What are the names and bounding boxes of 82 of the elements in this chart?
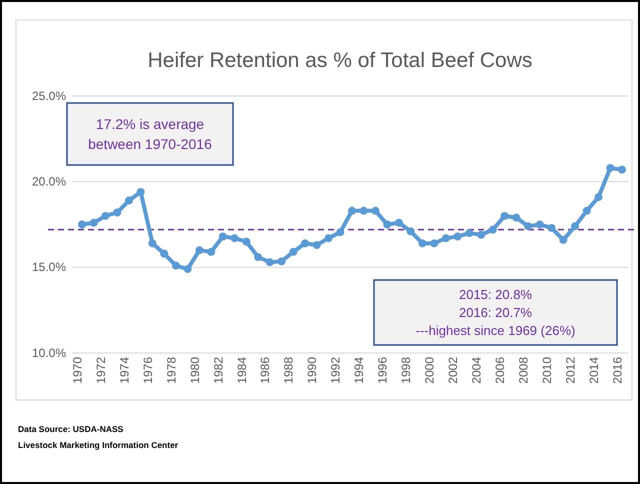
chart-title: Heifer Retention as % of Total Beef Cows bbox=[148, 49, 532, 72]
x-tick-label: 1984 bbox=[234, 356, 249, 384]
x-tick-label: 1994 bbox=[352, 356, 366, 384]
point bbox=[266, 258, 274, 266]
point bbox=[418, 239, 426, 248]
x-tick-label: 2000 bbox=[422, 356, 437, 384]
point bbox=[465, 229, 474, 238]
x-tick-label: 1974 bbox=[117, 356, 132, 384]
x-tick-label: 1988 bbox=[282, 356, 296, 384]
point bbox=[559, 236, 568, 244]
point bbox=[571, 222, 580, 230]
point bbox=[113, 208, 122, 216]
x-tick-label: 1980 bbox=[188, 356, 202, 384]
point bbox=[230, 234, 239, 242]
point bbox=[78, 220, 86, 228]
point bbox=[278, 257, 286, 266]
x-tick-label: 2012 bbox=[563, 356, 578, 384]
annotation: 2015: 20.8% 2016: 20.7% ---highest since 1969 (26%) bbox=[416, 287, 576, 338]
point bbox=[336, 228, 344, 236]
point bbox=[160, 250, 168, 258]
point bbox=[524, 222, 532, 230]
point bbox=[148, 239, 156, 248]
x-tick-label: 1978 bbox=[164, 356, 178, 384]
x-tick-label: 1998 bbox=[399, 356, 414, 384]
x-tick-label: 2002 bbox=[446, 356, 460, 384]
x-tick-label: 2014 bbox=[586, 356, 601, 384]
point bbox=[406, 227, 415, 236]
point bbox=[312, 241, 321, 250]
x-tick-label: 1970 bbox=[70, 356, 84, 384]
x-tick-label: 2010 bbox=[540, 356, 554, 384]
x-tick-label: 2008 bbox=[516, 356, 530, 384]
point bbox=[289, 248, 298, 256]
point bbox=[360, 206, 368, 215]
point bbox=[606, 164, 614, 172]
point bbox=[301, 239, 310, 248]
point bbox=[477, 230, 486, 239]
y-tick-label: 15.0% bbox=[32, 260, 66, 274]
x-tick-label: 1992 bbox=[328, 356, 343, 384]
point bbox=[207, 248, 216, 256]
x-tick-label: 2006 bbox=[493, 356, 508, 384]
point bbox=[394, 218, 403, 227]
point bbox=[242, 238, 250, 246]
point bbox=[348, 206, 356, 215]
point bbox=[500, 212, 509, 220]
x-tick-label: 1982 bbox=[211, 356, 226, 384]
text-box: 17.2% is average between 1970-2016 bbox=[66, 102, 234, 166]
point bbox=[324, 234, 333, 242]
x-tick-label: 1976 bbox=[140, 356, 155, 384]
point bbox=[454, 232, 462, 240]
x-tick-label: 1972 bbox=[94, 356, 108, 384]
point bbox=[594, 193, 603, 202]
x-tick-label: 2004 bbox=[470, 356, 484, 384]
point bbox=[218, 232, 227, 240]
point bbox=[536, 220, 544, 228]
point bbox=[430, 239, 438, 248]
point bbox=[582, 206, 591, 215]
x-tick-label: 1986 bbox=[258, 356, 272, 384]
x-tick-label: 1996 bbox=[376, 356, 390, 384]
y-tick-label: 10.0% bbox=[32, 346, 66, 360]
point bbox=[195, 246, 204, 254]
text-box: 2015: 20.8% 2016: 20.7% ---highest since 1969 (26%) bbox=[373, 279, 618, 346]
x-tick-label: 1990 bbox=[305, 356, 320, 384]
text: Livestock Marketing Information Center bbox=[18, 440, 179, 450]
point bbox=[254, 253, 262, 262]
point bbox=[512, 214, 520, 222]
point bbox=[172, 262, 180, 270]
point bbox=[488, 226, 497, 234]
y-tick-label: 20.0% bbox=[32, 174, 66, 189]
point bbox=[184, 265, 192, 274]
point bbox=[124, 196, 133, 204]
point bbox=[618, 166, 626, 174]
point bbox=[371, 206, 380, 215]
point bbox=[442, 234, 450, 242]
point bbox=[101, 212, 110, 220]
point bbox=[90, 218, 98, 227]
point bbox=[383, 220, 392, 228]
point bbox=[136, 188, 145, 196]
y-tick-label: 25.0% bbox=[32, 88, 66, 103]
annotation: 17.2% is average between 1970-2016 bbox=[88, 116, 212, 152]
x-tick-label: 2016 bbox=[610, 356, 624, 384]
source-note: Data Source: USDA-NASS bbox=[18, 424, 124, 434]
point bbox=[548, 224, 556, 232]
